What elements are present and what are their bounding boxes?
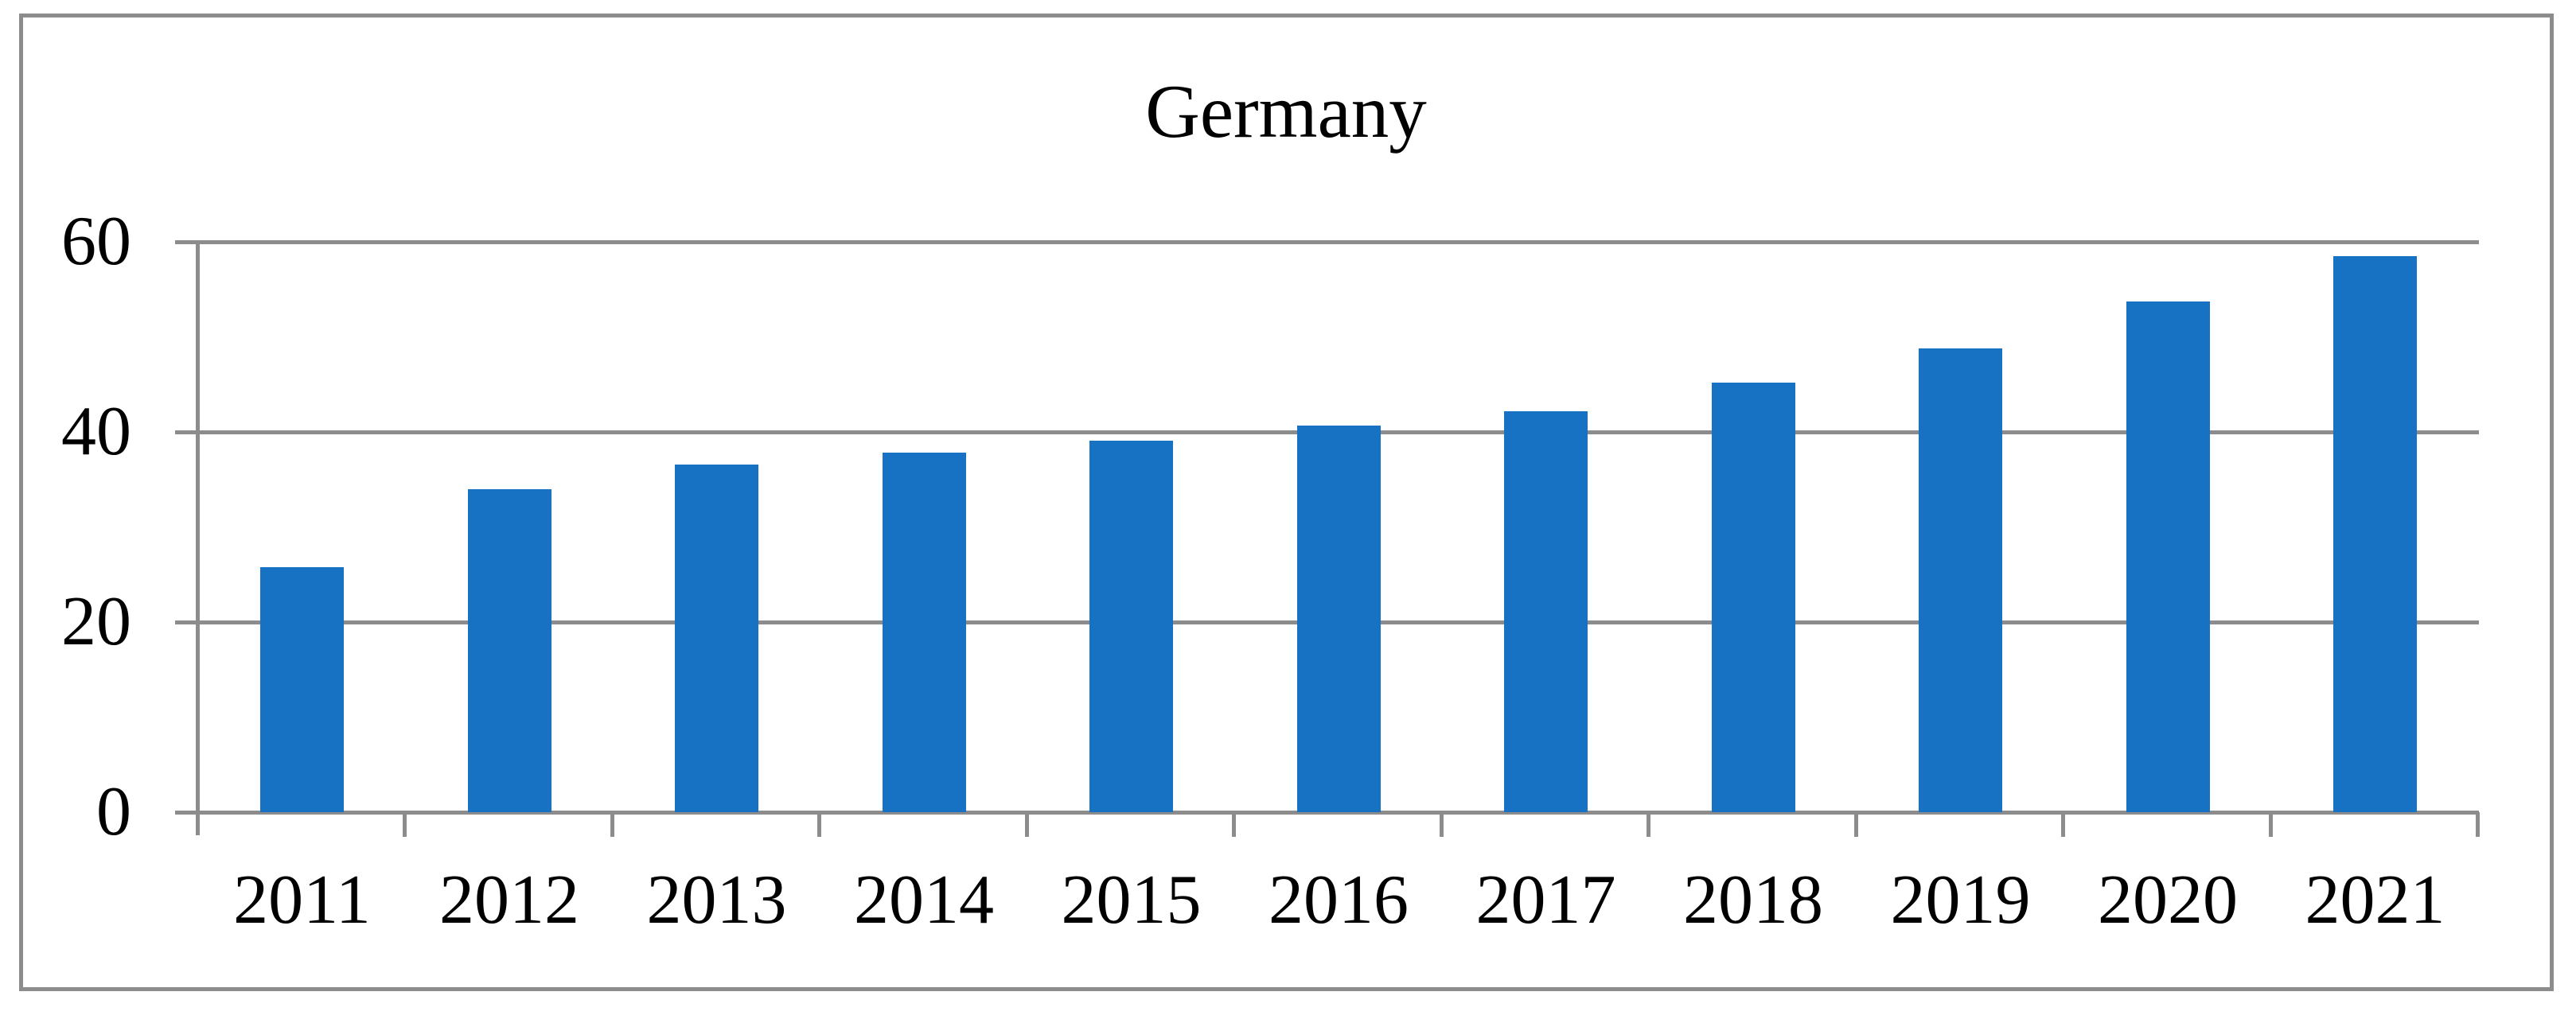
chart-title: Germany [1145,69,1427,154]
bar-2011 [260,566,344,812]
bar-2012 [467,488,551,812]
bar-2021 [2333,255,2417,812]
x-tick-label: 2016 [1269,861,1409,939]
bar-2018 [1711,382,1795,812]
x-tick-label: 2012 [439,861,579,939]
x-axis-tick [403,812,407,837]
x-axis-tick [1439,812,1444,837]
bar-2015 [1089,440,1173,812]
x-tick-label: 2020 [2098,861,2238,939]
x-tick-label: 2018 [1683,861,1823,939]
x-axis-tick [610,812,614,837]
x-tick-label: 2014 [854,861,994,939]
x-tick-label: 2011 [233,861,371,939]
x-axis-tick [817,812,821,837]
bar-2016 [1296,425,1381,812]
bar-2013 [675,464,758,812]
y-gridline [175,239,2479,244]
x-axis-tick [1024,812,1029,837]
x-tick-label: 2021 [2305,861,2445,939]
bar-2019 [1919,348,2002,812]
x-axis-tick [1853,812,1858,837]
y-tick-label: 20 [61,583,131,660]
bar-2017 [1504,410,1588,812]
x-axis-tick [2061,812,2065,837]
x-axis-tick [2268,812,2273,837]
x-tick-label: 2013 [646,861,787,939]
x-tick-label: 2019 [1890,861,2031,939]
y-axis-line [195,242,200,835]
bar-2020 [2126,301,2210,812]
x-axis-tick [1647,812,1650,837]
y-tick-label: 60 [61,203,131,280]
bar-2014 [882,453,966,812]
x-axis-line [175,810,2479,815]
x-tick-label: 2017 [1475,861,1616,939]
x-tick-label: 2015 [1061,861,1202,939]
y-tick-label: 40 [61,393,131,470]
y-tick-label: 0 [96,773,131,850]
x-axis-tick [2476,812,2480,837]
x-axis-tick [1232,812,1236,837]
